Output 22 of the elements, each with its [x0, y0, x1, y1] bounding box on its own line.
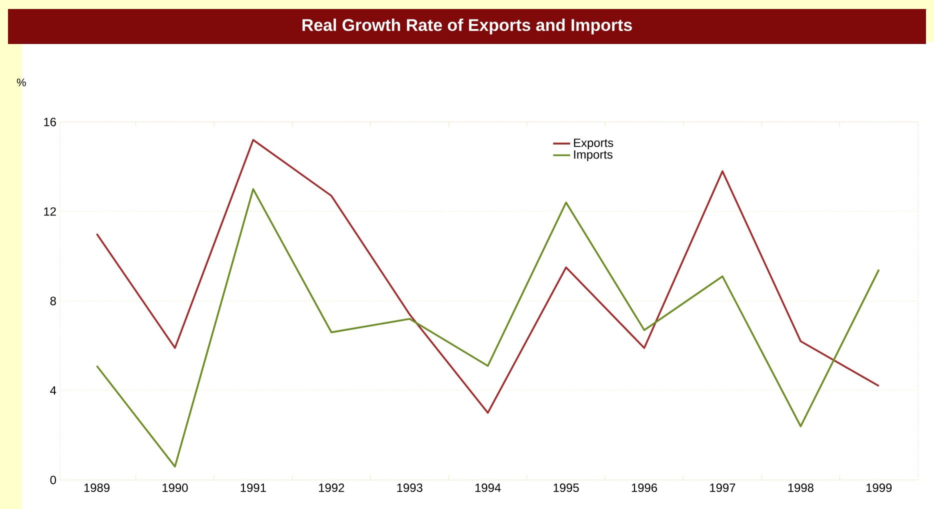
legend-label: Imports: [574, 150, 612, 162]
y-tick-label: 4: [50, 386, 56, 395]
x-tick-label: 1994: [475, 484, 501, 492]
x-tick-label: 1995: [554, 484, 579, 492]
x-tick-label: 1996: [632, 484, 658, 492]
y-tick-label: 16: [44, 118, 56, 126]
x-tick-label: 1989: [84, 484, 110, 492]
x-tick-label: 1990: [162, 484, 188, 492]
x-tick-label: 1997: [710, 484, 736, 492]
x-tick-label: 1992: [319, 484, 344, 492]
y-tick-label: 8: [50, 296, 56, 306]
y-tick-label: 12: [44, 207, 56, 216]
y-axis-title: %: [16, 78, 26, 86]
legend-label: Exports: [574, 138, 614, 150]
x-tick-label: 1999: [866, 484, 892, 492]
y-tick-label: 0: [50, 476, 56, 484]
x-tick-label: 1991: [240, 484, 266, 492]
x-tick-label: 1993: [397, 484, 422, 492]
chart-title: Real Growth Rate of Exports and Imports: [302, 18, 632, 34]
x-tick-label: 1998: [788, 484, 814, 492]
line-series: [96, 138, 880, 414]
line-series: [96, 188, 880, 468]
